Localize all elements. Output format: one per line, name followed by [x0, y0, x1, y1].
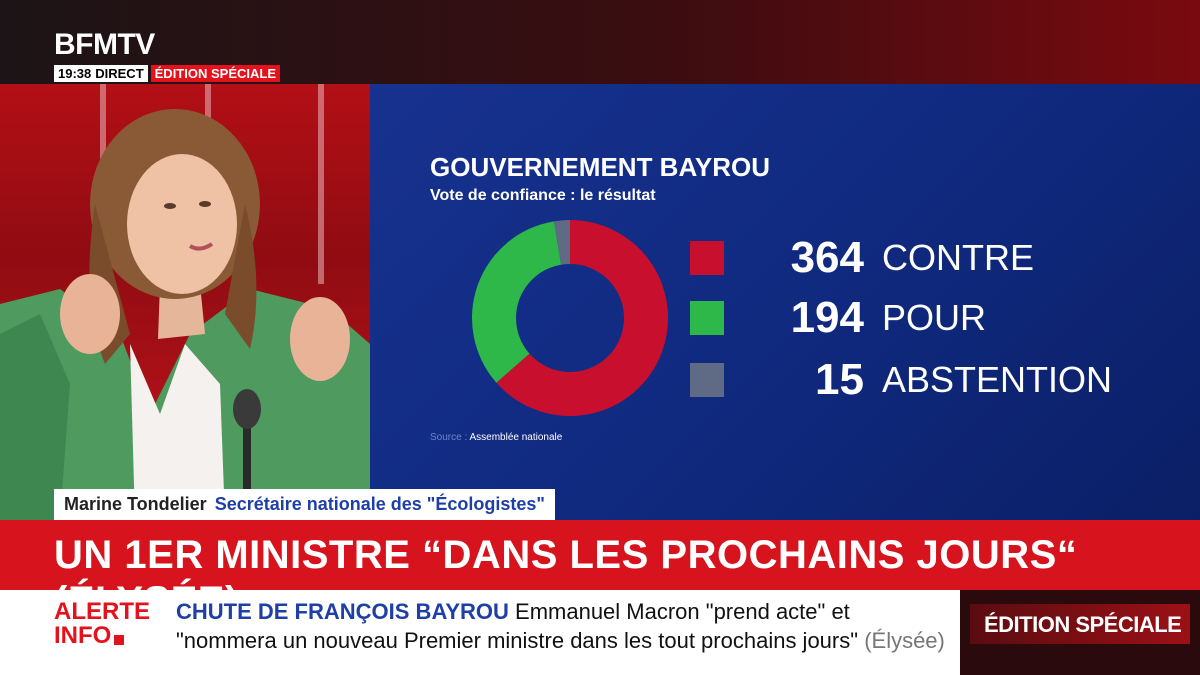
ticker-line-2: "nommera un nouveau Premier ministre dan… — [176, 627, 945, 655]
edition-box: ÉDITION SPÉCIALE — [960, 590, 1200, 675]
chart-panel: GOUVERNEMENT BAYROU Vote de confiance : … — [370, 84, 1200, 520]
top-band: BFMTV 19:38 DIRECT ÉDITION SPÉCIALE — [0, 0, 1200, 84]
alert-square-icon — [114, 635, 125, 645]
edition-label: ÉDITION SPÉCIALE — [984, 612, 1182, 637]
alert-line-2: INFO — [54, 622, 112, 649]
chart-title: GOUVERNEMENT BAYROU — [430, 152, 770, 182]
ticker-text-2: "nommera un nouveau Premier ministre dan… — [176, 628, 859, 653]
studio-light-stripe — [318, 84, 324, 284]
source-label: Source : — [430, 432, 468, 443]
guest-name-strap: Marine Tondelier Secrétaire nationale de… — [54, 489, 555, 520]
live-strip: 19:38 DIRECT ÉDITION SPÉCIALE — [54, 65, 280, 82]
ticker-topic: CHUTE DE FRANÇOIS BAYROU — [176, 599, 509, 624]
live-label: DIRECT — [95, 65, 148, 82]
donut-slice-pour — [472, 221, 562, 383]
ticker-text-1: Emmanuel Macron "prend acte" et — [515, 599, 850, 624]
donut-chart — [472, 220, 668, 416]
legend-row-pour: 194 POUR — [690, 288, 986, 348]
guest-name: Marine Tondelier — [64, 494, 207, 514]
ticker-line-1: CHUTE DE FRANÇOIS BAYROU Emmanuel Macron… — [176, 598, 850, 626]
clock: 19:38 — [54, 65, 96, 82]
ticker-source: (Élysée) — [864, 628, 945, 653]
donut-slice-abstention — [553, 220, 570, 265]
legend-value: 15 — [815, 355, 864, 404]
news-ticker: ALERTE INFO CHUTE DE FRANÇOIS BAYROU Emm… — [0, 590, 960, 675]
channel-logo: BFMTV — [54, 28, 155, 61]
alert-badge: ALERTE INFO — [54, 600, 150, 648]
guest-video — [0, 109, 370, 520]
legend-label: CONTRE — [882, 237, 1034, 278]
legend-row-contre: 364 CONTRE — [690, 228, 1034, 288]
legend-label: ABSTENTION — [882, 359, 1113, 400]
legend-swatch — [690, 363, 724, 397]
legend-value: 194 — [790, 293, 864, 342]
legend-swatch — [690, 241, 724, 275]
source-value: Assemblée nationale — [469, 432, 563, 443]
legend-swatch — [690, 301, 724, 335]
donut-slice-contre — [496, 220, 668, 416]
guest-role: Secrétaire nationale des "Écologistes" — [214, 494, 545, 514]
alert-line-1: ALERTE — [54, 598, 150, 625]
edition-box-inner: ÉDITION SPÉCIALE — [970, 604, 1190, 644]
headline-bar: UN 1ER MINISTRE “DANS LES PROCHAINS JOUR… — [0, 520, 1200, 623]
chart-source: Source : Assemblée nationale — [430, 432, 562, 443]
legend-value: 364 — [790, 233, 864, 282]
chart-subtitle: Vote de confiance : le résultat — [430, 187, 656, 204]
legend-label: POUR — [882, 297, 987, 338]
edition-tag: ÉDITION SPÉCIALE — [150, 65, 280, 82]
legend-row-abstention: 15 ABSTENTION — [690, 350, 1112, 410]
